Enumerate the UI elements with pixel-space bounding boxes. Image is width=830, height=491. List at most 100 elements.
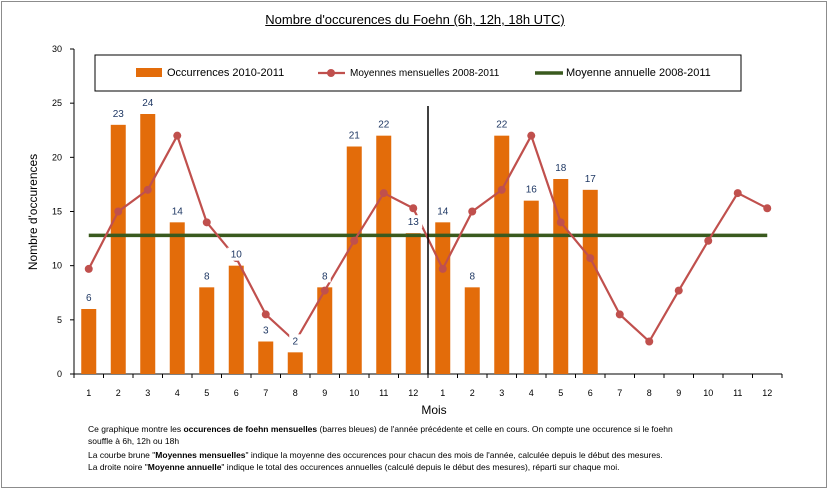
monthly-average-point	[173, 132, 181, 140]
data-label: 18	[555, 163, 567, 174]
monthly-average-point	[675, 287, 683, 295]
chart-svg: 0510152025301 2 3 4 5 6 7 8 9 10 11 12 1 2 3 4 5 6 7 8 9 10 11…	[0, 0, 830, 491]
bar	[258, 342, 273, 375]
note-line-4: La droite noire "Moyenne annuelle" indiq…	[88, 462, 619, 473]
bar	[229, 266, 244, 374]
bar	[347, 147, 362, 375]
data-label: 24	[142, 98, 154, 109]
data-label: 10	[231, 250, 243, 261]
monthly-average-point	[468, 208, 476, 216]
y-tick-label: 20	[52, 152, 62, 162]
x-tick-label: 11	[733, 388, 742, 398]
bar	[465, 287, 480, 374]
bar	[199, 287, 214, 374]
bar	[111, 125, 126, 374]
monthly-average-point	[203, 218, 211, 226]
bar	[376, 136, 391, 374]
monthly-average-point	[439, 265, 447, 273]
monthly-average-point	[763, 204, 771, 212]
data-label: 17	[585, 174, 597, 185]
monthly-average-point	[616, 310, 624, 318]
legend-swatch-bars	[136, 68, 162, 77]
bar	[435, 222, 450, 374]
monthly-average-point	[586, 254, 594, 262]
data-label: 23	[113, 109, 125, 120]
x-tick-label: 3	[145, 388, 150, 398]
y-tick-label: 25	[52, 98, 62, 108]
monthly-average-point	[557, 218, 565, 226]
x-tick-label: 6	[588, 388, 593, 398]
bar	[288, 352, 303, 374]
monthly-average-point	[380, 189, 388, 197]
x-tick-label: 12	[408, 388, 418, 398]
bar	[140, 114, 155, 374]
bar	[81, 309, 96, 374]
y-tick-label: 30	[52, 44, 62, 54]
bar	[494, 136, 509, 374]
x-tick-label: 3	[499, 388, 504, 398]
x-axis-label: Mois	[421, 403, 446, 417]
x-tick-label: 9	[676, 388, 681, 398]
data-label: 21	[349, 131, 361, 142]
data-label: 14	[437, 206, 449, 217]
note-line-2: souffle à 6h, 12h ou 18h	[88, 436, 179, 447]
plot-area: 0510152025301 2 3 4 5 6 7 8 9 10 11 12 1 2 3 4 5 6 7 8 9 10 11…	[26, 44, 782, 417]
data-label: 14	[172, 206, 184, 217]
y-tick-label: 15	[52, 207, 62, 217]
data-label: 13	[408, 217, 420, 228]
monthly-average-point	[527, 132, 535, 140]
data-label: 22	[378, 120, 390, 131]
bar	[583, 190, 598, 374]
x-tick-label: 10	[703, 388, 713, 398]
legend-label-bars: Occurrences 2010-2011	[167, 67, 284, 79]
x-tick-label: 5	[558, 388, 563, 398]
monthly-average-point	[704, 237, 712, 245]
x-tick-label: 5	[204, 388, 209, 398]
data-label: 8	[469, 271, 475, 282]
monthly-average-point	[645, 338, 653, 346]
x-tick-label: 8	[293, 388, 298, 398]
monthly-average-point	[321, 287, 329, 295]
x-tick-label: 1	[86, 388, 91, 398]
x-tick-label: 4	[175, 388, 180, 398]
x-tick-label: 2	[470, 388, 475, 398]
data-label: 2	[292, 336, 298, 347]
data-label: 22	[496, 120, 508, 131]
legend-swatch-line-marker	[327, 69, 335, 77]
monthly-average-point	[144, 186, 152, 194]
data-label: 3	[263, 326, 269, 337]
monthly-average-point	[350, 237, 358, 245]
monthly-average-point	[114, 208, 122, 216]
y-tick-label: 5	[57, 315, 62, 325]
monthly-average-point	[262, 310, 270, 318]
x-tick-label: 8	[647, 388, 652, 398]
data-label: 6	[86, 293, 92, 304]
bar	[170, 222, 185, 374]
x-tick-label: 1	[440, 388, 445, 398]
data-label: 16	[526, 185, 538, 196]
monthly-average-point	[734, 189, 742, 197]
note-line-1: Ce graphique montre les occurences de fo…	[88, 424, 673, 435]
x-tick-label: 12	[762, 388, 772, 398]
y-axis-label: Nombre d'occurences	[26, 154, 40, 270]
x-tick-label: 7	[617, 388, 622, 398]
y-tick-label: 10	[52, 261, 62, 271]
x-tick-label: 10	[349, 388, 359, 398]
x-tick-label: 4	[529, 388, 534, 398]
legend-label-annual: Moyenne annuelle 2008-2011	[566, 67, 711, 79]
monthly-average-point	[85, 265, 93, 273]
bar	[406, 233, 421, 374]
x-tick-label: 2	[116, 388, 121, 398]
legend-label-line: Moyennes mensuelles 2008-2011	[350, 68, 500, 79]
data-label: 8	[322, 271, 328, 282]
note-line-3: La courbe brune "Moyennes mensuelles" in…	[88, 450, 663, 461]
x-tick-label: 9	[322, 388, 327, 398]
x-tick-label: 11	[379, 388, 388, 398]
x-tick-label: 7	[263, 388, 268, 398]
monthly-average-point	[498, 186, 506, 194]
monthly-average-point	[409, 204, 417, 212]
x-tick-label: 6	[234, 388, 239, 398]
y-tick-label: 0	[57, 369, 62, 379]
bar	[524, 201, 539, 374]
data-label: 8	[204, 271, 210, 282]
